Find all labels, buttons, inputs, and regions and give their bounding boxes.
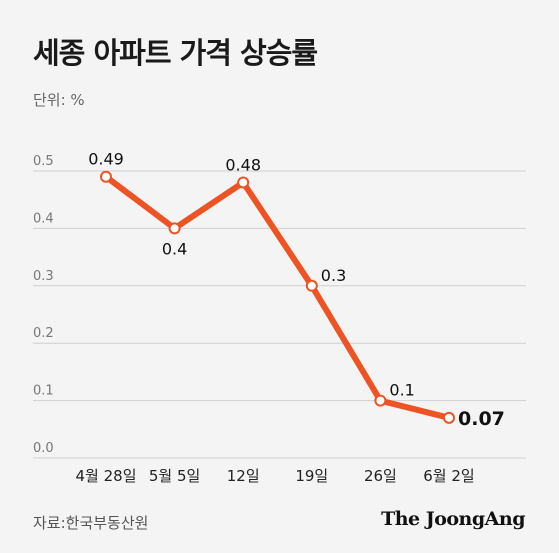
gridlines <box>33 170 526 459</box>
data-label: 0.48 <box>225 155 261 174</box>
data-point <box>168 222 181 235</box>
y-axis-ticks: 0.0 0.1 0.2 0.3 0.4 0.5 <box>33 154 54 456</box>
x-tick-label: 6월 2일 <box>423 467 474 485</box>
chart-title: 세종 아파트 가격 상승률 <box>33 36 318 70</box>
y-tick-label: 0.2 <box>33 326 54 341</box>
x-tick-label: 26일 <box>364 467 397 485</box>
x-tick-label: 5월 5일 <box>149 467 200 485</box>
data-point <box>305 279 318 292</box>
series-line <box>103 173 452 421</box>
brand-logo: The JoongAng <box>381 508 525 530</box>
x-axis-ticks: 4월 28일 5월 5일 12일 19일 26일 6월 2일 <box>76 467 475 485</box>
data-label: 0.49 <box>88 150 124 169</box>
data-label: 0.07 <box>458 408 505 430</box>
data-label: 0.4 <box>162 239 187 258</box>
unit-label: 단위: % <box>33 91 85 109</box>
x-tick-label: 4월 28일 <box>76 467 137 485</box>
x-tick-label: 19일 <box>295 467 328 485</box>
x-tick-label: 12일 <box>227 467 260 485</box>
data-points <box>100 170 455 424</box>
data-label: 0.1 <box>389 381 414 400</box>
y-tick-label: 0.3 <box>33 269 54 284</box>
data-label: 0.3 <box>321 266 346 285</box>
y-tick-label: 0.0 <box>33 441 54 456</box>
series-polyline <box>103 173 452 421</box>
y-tick-label: 0.5 <box>33 154 54 169</box>
source-note: 자료:한국부동산원 <box>33 514 149 532</box>
data-point <box>237 176 250 189</box>
data-labels: 0.49 0.4 0.48 0.3 0.1 0.07 <box>88 150 505 430</box>
y-tick-label: 0.1 <box>33 384 54 399</box>
data-point <box>443 411 455 424</box>
y-tick-label: 0.4 <box>33 211 54 226</box>
data-point <box>100 170 112 183</box>
data-point <box>374 394 387 407</box>
